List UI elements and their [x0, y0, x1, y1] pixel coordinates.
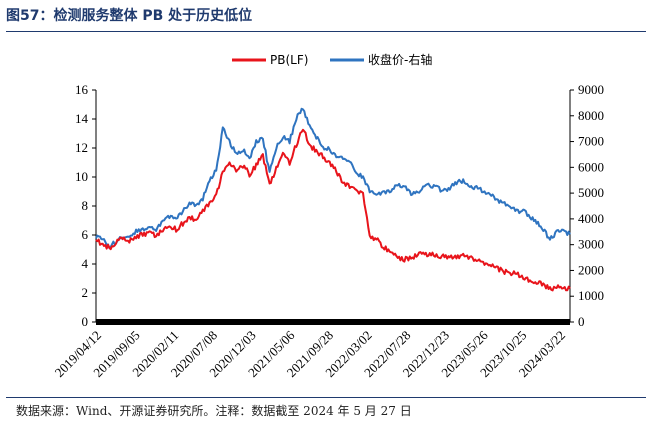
axes: 0 2 4 6 8 10 12 14 16 0 1000 2000 3000 4000 5000 6000 70… — [52, 82, 604, 380]
right-tick-label: 0 — [578, 314, 585, 329]
right-tick-label: 3000 — [578, 237, 604, 252]
left-tick-label: 16 — [75, 82, 89, 97]
figure-title: 图57：检测服务整体 PB 处于历史低位 — [6, 8, 253, 24]
left-tick-label: 2 — [82, 285, 89, 300]
series-line-price — [95, 107, 571, 250]
right-tick-label: 7000 — [578, 134, 604, 149]
footer-divider — [6, 397, 646, 398]
right-tick-label: 1000 — [578, 288, 604, 303]
right-tick-label: 6000 — [578, 159, 604, 174]
x-axis-bar — [96, 319, 570, 325]
left-tick-label: 10 — [75, 169, 88, 184]
title-divider — [6, 31, 646, 32]
left-tick-label: 14 — [75, 111, 89, 126]
left-tick-label: 4 — [82, 256, 89, 271]
left-tick-label: 12 — [75, 140, 88, 155]
right-tick-label: 2000 — [578, 262, 604, 277]
right-tick-label: 8000 — [578, 108, 604, 123]
left-tick-label: 0 — [82, 314, 89, 329]
legend: PB(LF) 收盘价-右轴 — [232, 52, 432, 67]
legend-label-price: 收盘价-右轴 — [368, 52, 432, 67]
right-tick-label: 9000 — [578, 82, 604, 97]
source-note: 数据来源：Wind、开源证券研究所。注释：数据截至 2024 年 5 月 27 … — [16, 404, 412, 418]
legend-label-pb: PB(LF) — [270, 53, 308, 67]
left-tick-label: 6 — [82, 227, 89, 242]
series — [95, 107, 571, 292]
left-tick-label: 8 — [82, 198, 89, 213]
series-line-pb — [95, 128, 571, 292]
right-tick-label: 5000 — [578, 185, 604, 200]
right-tick-label: 4000 — [578, 211, 604, 226]
